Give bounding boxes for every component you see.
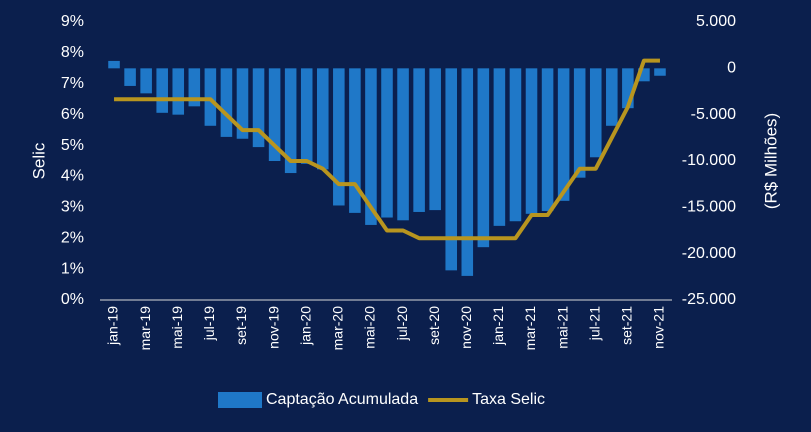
bar	[477, 68, 490, 248]
bar	[156, 68, 168, 113]
y2-tick-label: 5.000	[696, 13, 736, 30]
line	[114, 58, 660, 241]
bar	[461, 68, 474, 276]
bar	[284, 68, 297, 174]
x-tick-label: set-19	[233, 306, 249, 345]
x-tick-label: jan-19	[105, 306, 121, 346]
bar	[589, 68, 602, 158]
bar	[573, 68, 586, 178]
bar	[220, 68, 233, 137]
bar	[333, 68, 345, 206]
y-tick-label: 1%	[61, 260, 84, 277]
bar	[188, 68, 201, 107]
y2-tick-label: -10.000	[682, 152, 736, 169]
y2-tick-label: -5.000	[691, 106, 736, 123]
legend-label: Taxa Selic	[472, 391, 545, 408]
legend-swatch	[218, 392, 262, 408]
x-tick-label: jul-20	[394, 306, 410, 341]
bar	[300, 68, 313, 164]
bar	[493, 68, 506, 226]
x-tick-label: nov-20	[458, 306, 474, 349]
x-tick-label: nov-19	[265, 306, 281, 349]
bar	[606, 68, 618, 126]
y2-tick-label: 0	[727, 60, 736, 77]
x-tick-label: set-21	[619, 306, 635, 345]
x-tick-label: mar-20	[330, 306, 346, 351]
legend-label: Captação Acumulada	[266, 391, 418, 408]
bar	[429, 68, 441, 211]
bar	[509, 68, 522, 222]
bar	[365, 68, 377, 225]
bar	[397, 68, 409, 221]
bar	[316, 68, 329, 170]
y2-tick-label: -20.000	[682, 245, 736, 262]
bar	[172, 68, 185, 115]
bar	[541, 68, 554, 212]
x-tick-label: mar-21	[522, 306, 538, 351]
bar	[622, 68, 634, 109]
bar	[445, 68, 458, 271]
x-tick-label: mai-20	[362, 306, 378, 349]
y-tick-label: 0%	[61, 291, 84, 308]
bar	[654, 68, 666, 76]
bar	[204, 68, 217, 126]
x-tick-label: jul-21	[586, 306, 602, 341]
y-tick-label: 3%	[61, 199, 84, 216]
bar	[252, 68, 265, 148]
y-tick-label: 7%	[61, 75, 84, 92]
bar	[413, 68, 425, 212]
bar	[525, 68, 538, 214]
bar	[108, 60, 120, 69]
bar	[381, 68, 393, 218]
x-tick-label: mar-19	[137, 306, 153, 351]
bar	[268, 68, 281, 161]
y-tick-label: 5%	[61, 137, 84, 154]
bar	[140, 68, 152, 94]
y-tick-label: 8%	[61, 44, 84, 61]
bar	[349, 68, 361, 213]
x-tick-label: nov-21	[651, 306, 667, 349]
x-tick-label: set-20	[426, 306, 442, 345]
y-tick-label: 2%	[61, 229, 84, 246]
y2-tick-label: -15.000	[682, 199, 736, 216]
x-tick-label: jan-20	[297, 306, 313, 346]
x-tick-label: jul-19	[201, 306, 217, 341]
y-tick-label: 4%	[61, 168, 84, 185]
y-axis-title: Selic	[29, 142, 48, 179]
y-tick-label: 6%	[61, 106, 84, 123]
y2-axis-title: (R$ Milhões)	[761, 113, 780, 209]
bar	[557, 68, 570, 201]
x-tick-label: mai-21	[554, 306, 570, 349]
x-tick-label: mai-19	[169, 306, 185, 349]
bar	[638, 68, 650, 82]
y-tick-label: 9%	[61, 13, 84, 30]
bar	[124, 68, 136, 86]
y2-tick-label: -25.000	[682, 291, 736, 308]
x-tick-label: jan-21	[490, 306, 506, 346]
bar	[236, 68, 249, 139]
